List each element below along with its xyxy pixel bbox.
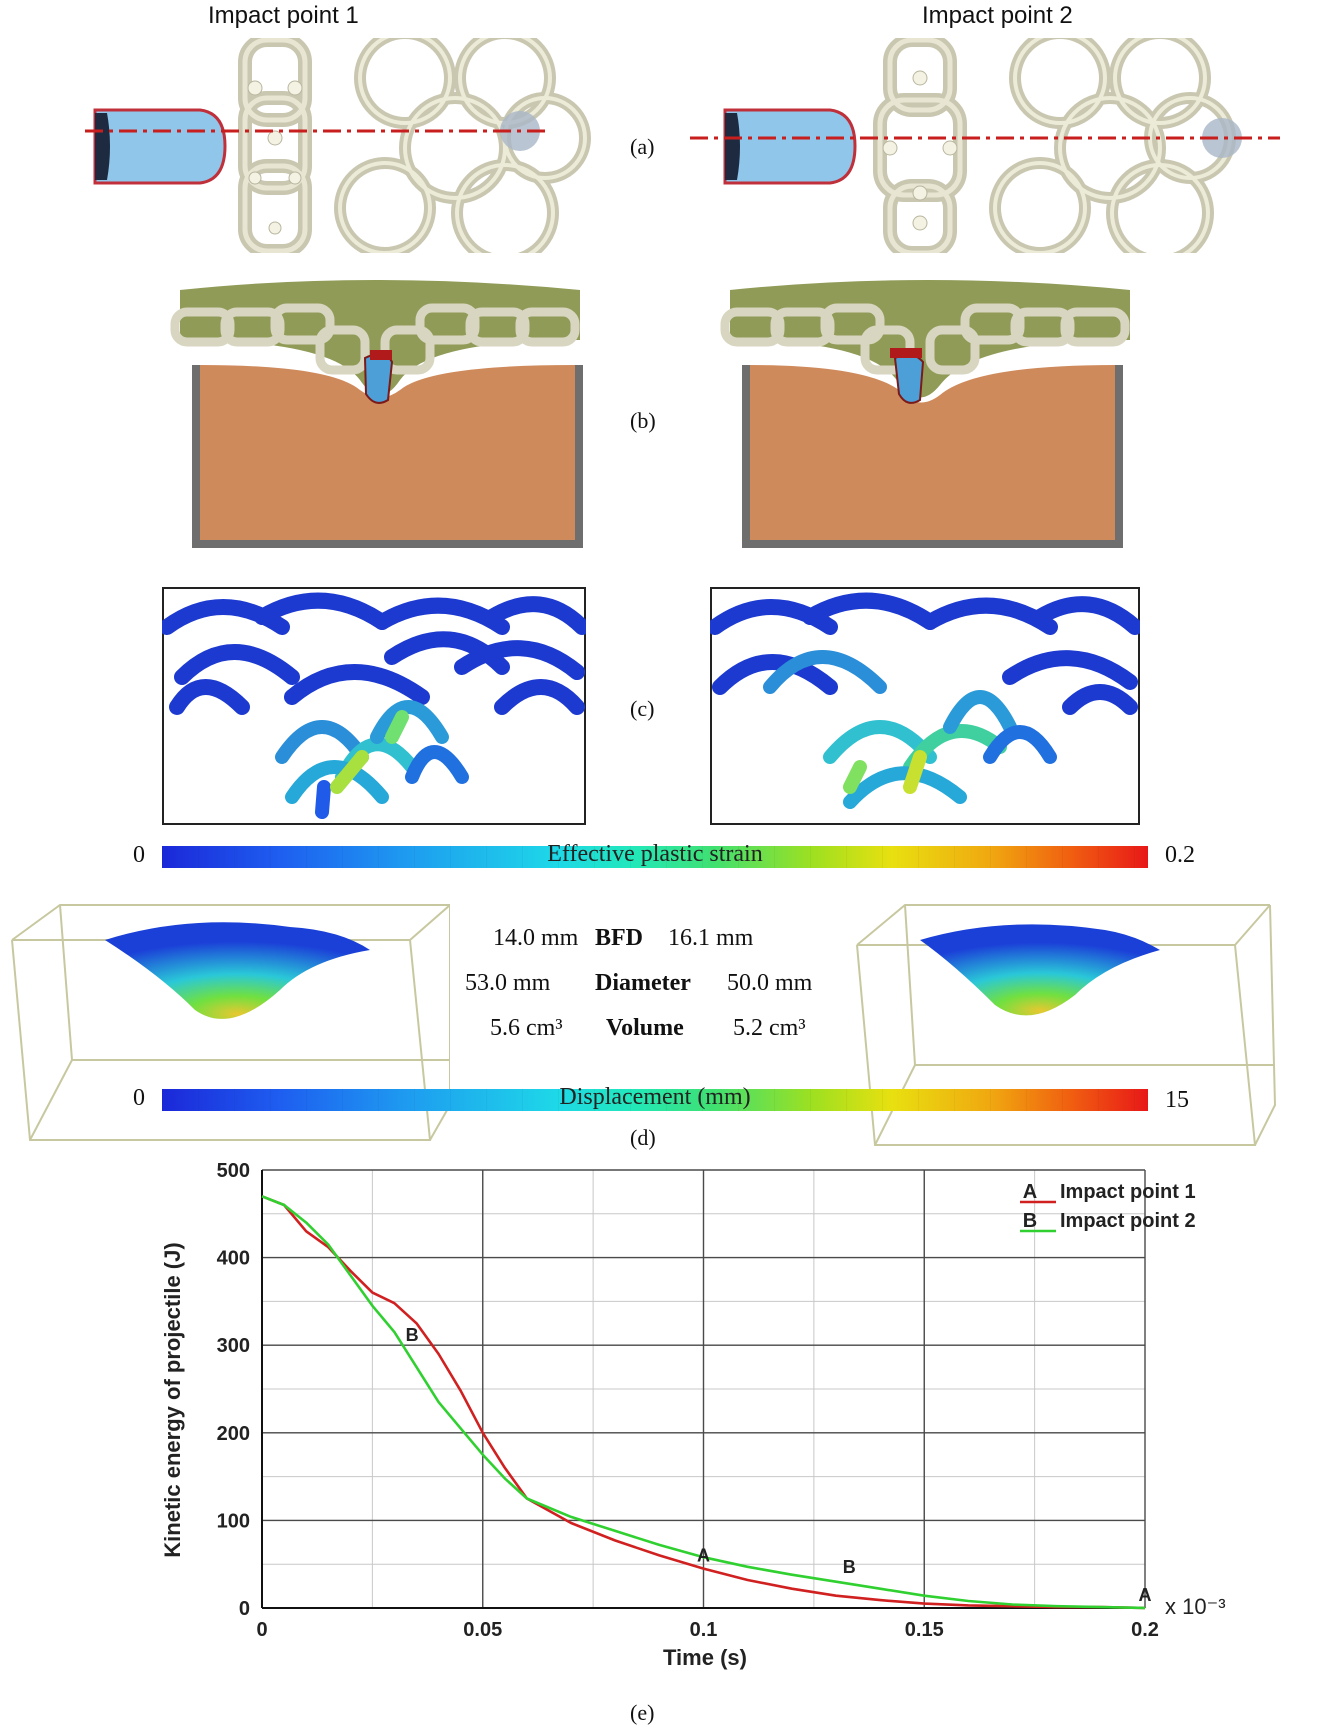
x-tick-label: 0 <box>256 1619 267 1641</box>
chart-series <box>261 1195 1146 1610</box>
displacement-colorbar: Displacement (mm) <box>162 1084 1148 1111</box>
panel-a-left-illustration <box>85 38 591 253</box>
panel-d-left-displacement-plot <box>11 904 450 1141</box>
x-tick-label: 0.2 <box>1131 1619 1159 1641</box>
panel-label-a: (a) <box>630 134 655 159</box>
stat-diameter-left: 53.0 mm <box>465 970 551 996</box>
strain-scale-max: 0.2 <box>1165 842 1195 868</box>
right-title: Impact point 2 <box>922 2 1073 29</box>
panel-b-left-illustration <box>170 280 583 548</box>
panel-a-right-illustration <box>690 38 1280 253</box>
chart-tick-labels: 0 0.05 0.1 0.15 0.2 0 100 200 300 400 500 <box>217 1160 1159 1641</box>
panel-label-c: (c) <box>630 696 655 721</box>
stat-diameter-name: Diameter <box>595 970 691 996</box>
curve-marker-label: A <box>1139 1585 1152 1605</box>
legend-entry-label: Impact point 1 <box>1060 1181 1196 1203</box>
chart-legend: A Impact point 1 B Impact point 2 <box>1020 1181 1196 1233</box>
strain-scale-min: 0 <box>133 842 145 868</box>
legend-entry-label: Impact point 2 <box>1060 1210 1196 1232</box>
stat-bfd-right: 16.1 mm <box>668 925 754 951</box>
x-tick-label: 0.1 <box>690 1619 718 1641</box>
stat-bfd-name: BFD <box>595 925 643 951</box>
curve-marker-label: A <box>697 1546 710 1566</box>
left-title: Impact point 1 <box>208 2 359 29</box>
x-tick-label: 0.05 <box>463 1619 502 1641</box>
legend-marker: B <box>1023 1210 1037 1232</box>
displacement-scale-title: Displacement (mm) <box>559 1084 751 1110</box>
stat-volume-left: 5.6 cm³ <box>490 1015 563 1041</box>
series-line-impact-point-2 <box>261 1195 1146 1610</box>
y-tick-label: 100 <box>217 1510 250 1532</box>
projectile-shape <box>93 108 227 185</box>
strain-scale-title: Effective plastic strain <box>547 841 763 867</box>
y-tick-label: 300 <box>217 1335 250 1357</box>
displacement-scale-max: 15 <box>1165 1087 1189 1113</box>
chart-annotations: B A B A <box>406 1325 1152 1605</box>
y-tick-label: 500 <box>217 1160 250 1182</box>
displacement-scale-min: 0 <box>133 1085 145 1111</box>
stat-volume-name: Volume <box>606 1015 684 1041</box>
panel-d-right-displacement-plot <box>856 904 1277 1146</box>
chart-x-axis-label: Time (s) <box>663 1645 747 1670</box>
stat-diameter-right: 50.0 mm <box>727 970 813 996</box>
series-line-impact-point-1 <box>261 1195 1146 1610</box>
panel-label-e: (e) <box>630 1700 655 1725</box>
panel-label-d: (d) <box>630 1125 656 1150</box>
stat-volume-right: 5.2 cm³ <box>733 1015 806 1041</box>
legend-marker: A <box>1023 1181 1037 1203</box>
y-tick-label: 0 <box>239 1598 250 1620</box>
curve-marker-label: B <box>406 1325 419 1345</box>
panel-c-right-strain-plot <box>710 587 1140 825</box>
strain-colorbar: Effective plastic strain <box>162 841 1148 868</box>
y-tick-label: 400 <box>217 1248 250 1270</box>
x-tick-label: 0.15 <box>905 1619 944 1641</box>
curve-marker-label: B <box>843 1557 856 1577</box>
stat-bfd-left: 14.0 mm <box>493 925 579 951</box>
chart-x-multiplier: x 10⁻³ <box>1165 1594 1226 1619</box>
y-tick-label: 200 <box>217 1423 250 1445</box>
panel-c-left-strain-plot <box>162 587 586 825</box>
chart-y-axis-label: Kinetic energy of projectile (J) <box>160 1242 185 1557</box>
panel-label-b: (b) <box>630 408 656 433</box>
panel-b-right-illustration <box>720 280 1130 548</box>
chart-axes <box>261 1170 1145 1609</box>
